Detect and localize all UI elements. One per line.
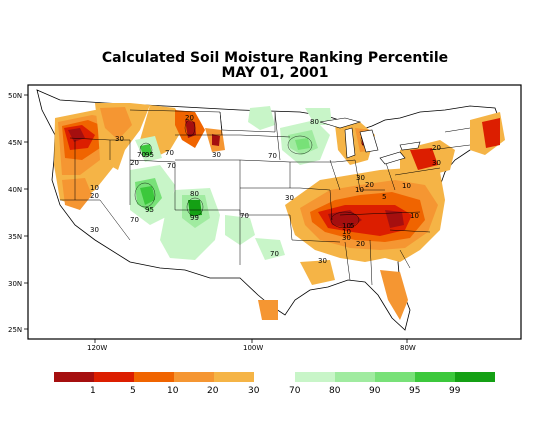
contour-label: 80 xyxy=(310,118,319,126)
legend-swatch-wet-5 xyxy=(455,372,495,382)
contour-label: 70 xyxy=(268,152,277,160)
contour-label: 20 xyxy=(130,159,139,167)
contour-label: 10 xyxy=(410,212,419,220)
contour-label: 95 xyxy=(145,206,154,214)
legend-label-1: 1 xyxy=(90,386,96,396)
map-frame xyxy=(27,84,522,340)
lon-label-100w: 100W xyxy=(243,344,263,352)
contour-label: 10 xyxy=(342,222,351,230)
dry-region-northern-rockies xyxy=(95,103,225,170)
map-body xyxy=(36,89,505,331)
contour-label: 10 xyxy=(90,184,99,192)
contour-label: 30 xyxy=(356,174,365,182)
legend-swatch-wet-3 xyxy=(375,372,415,382)
map-date: MAY 01, 2001 xyxy=(221,65,329,81)
contour-label: 20 xyxy=(185,114,194,122)
contour-label: 30 xyxy=(318,257,327,265)
contour-label: 80 xyxy=(190,190,199,198)
lat-label-40n: 40N xyxy=(8,186,22,194)
map-title: Calculated Soil Moisture Ranking Percent… xyxy=(101,50,449,66)
legend-swatch-dry-4 xyxy=(174,372,214,382)
lat-label-30n: 30N xyxy=(8,280,22,288)
latitude-axis xyxy=(24,94,28,330)
legend-swatch-dry-3 xyxy=(134,372,174,382)
legend-label-99: 99 xyxy=(449,386,461,396)
legend-swatch-dry-1 xyxy=(54,372,94,382)
contour-label: 70 xyxy=(167,162,176,170)
contour-label: 30 xyxy=(342,234,351,242)
lat-label-25n: 25N xyxy=(8,326,22,334)
contour-label: 99 xyxy=(190,214,199,222)
contour-label: 20 xyxy=(432,144,441,152)
contour-label: 10 xyxy=(342,228,351,236)
legend-label-5: 5 xyxy=(130,386,136,396)
contour-label: 70 xyxy=(130,216,139,224)
contour-label: 20 xyxy=(90,192,99,200)
legend: 1 5 10 20 30 70 80 90 95 99 xyxy=(54,372,495,396)
contour-lines xyxy=(134,119,372,229)
wet-region-northern-plains xyxy=(248,106,332,165)
contour-label: 10 xyxy=(402,182,411,190)
longitude-axis xyxy=(94,339,408,343)
great-lakes xyxy=(319,117,421,165)
contour-label: 30 xyxy=(212,151,221,159)
legend-swatch-dry-5 xyxy=(214,372,254,382)
contour-label: 30 xyxy=(432,159,441,167)
contour-label: 30 xyxy=(90,226,99,234)
legend-label-95: 95 xyxy=(409,386,420,396)
legend-label-80: 80 xyxy=(329,386,341,396)
lon-label-80w: 80W xyxy=(400,344,416,352)
contour-label: 70 xyxy=(270,250,279,258)
legend-label-20: 20 xyxy=(207,386,219,396)
legend-swatch-wet-1 xyxy=(295,372,335,382)
legend-swatch-wet-4 xyxy=(415,372,455,382)
contour-label: 20 xyxy=(365,181,374,189)
contour-label: 95 xyxy=(145,151,154,159)
contour-label: 30 xyxy=(115,135,124,143)
legend-label-70: 70 xyxy=(289,386,301,396)
state-borders xyxy=(60,109,471,286)
contour-label: 20 xyxy=(356,240,365,248)
lat-label-50n: 50N xyxy=(8,92,22,100)
contour-label: 10 xyxy=(355,186,364,194)
legend-swatch-dry-2 xyxy=(94,372,134,382)
contour-labels: 30 20 70 20 95 70 30 70 80 99 10 20 70 9… xyxy=(90,114,441,265)
contour-label: 70 xyxy=(240,212,249,220)
contour-label: 5 xyxy=(382,193,386,201)
legend-swatch-wet-2 xyxy=(335,372,375,382)
lat-label-45n: 45N xyxy=(8,139,22,147)
contour-label: 70 xyxy=(137,151,146,159)
legend-label-90: 90 xyxy=(369,386,381,396)
lat-label-35n: 35N xyxy=(8,233,22,241)
legend-label-10: 10 xyxy=(167,386,179,396)
contour-label: 5 xyxy=(350,222,354,230)
contour-label: 70 xyxy=(165,149,174,157)
legend-label-30: 30 xyxy=(248,386,260,396)
lon-label-120w: 120W xyxy=(87,344,107,352)
contour-label: 30 xyxy=(285,194,294,202)
